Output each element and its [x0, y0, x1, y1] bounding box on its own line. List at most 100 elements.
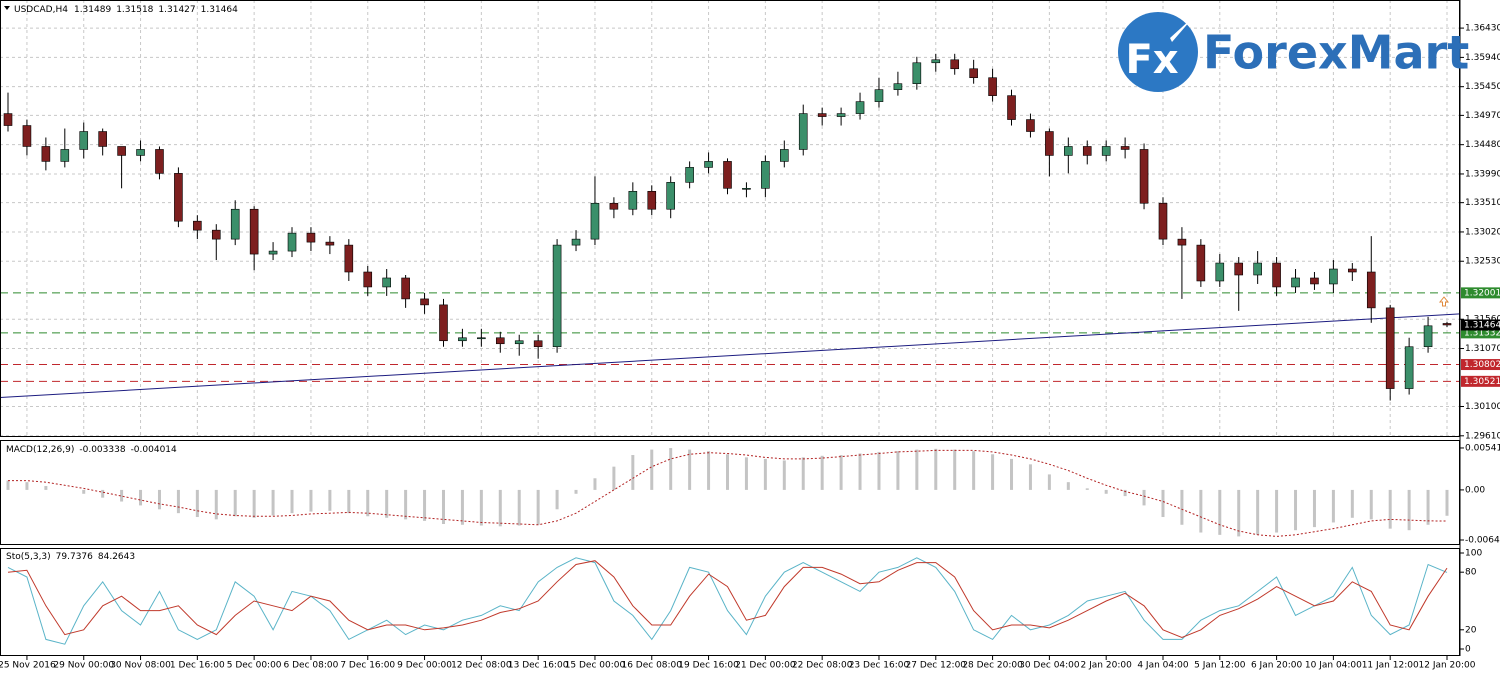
macd-bar	[801, 457, 805, 490]
macd-bar	[1104, 489, 1108, 494]
macd-bar	[991, 454, 995, 490]
macd-bar	[839, 455, 843, 490]
candle-body	[1045, 131, 1054, 156]
macd-bar	[707, 451, 711, 490]
macd-bar	[536, 489, 540, 525]
logo: Fx ForexMart	[1118, 12, 1469, 92]
y-tick-label: 20	[1465, 625, 1477, 635]
last-price-label: 1.31464	[1464, 320, 1500, 330]
macd-bar	[1218, 489, 1222, 535]
macd-bar	[44, 486, 48, 490]
chart-header: USDCAD,H4 1.31489 1.31518 1.31427 1.31464	[14, 5, 238, 15]
macd-bar	[631, 455, 635, 490]
candle-body	[552, 244, 562, 348]
candle-body	[420, 298, 429, 306]
x-tick-label: 6 Dec 08:00	[284, 661, 339, 671]
macd-bar	[498, 489, 502, 527]
macd-signal-last: -0.004014	[131, 445, 177, 455]
candle-body	[363, 271, 373, 288]
candle-body	[1139, 149, 1149, 204]
x-tick-label: 30 Nov 08:00	[110, 661, 171, 671]
macd-bar	[877, 451, 881, 490]
stoch-main-line	[7, 557, 1448, 645]
menu-arrow[interactable]	[4, 6, 10, 10]
level-label: 1.32001	[1464, 288, 1500, 298]
macd-bar	[271, 489, 275, 516]
macd-bar	[1180, 489, 1184, 525]
candle-body	[571, 238, 581, 246]
header-high: 1.31518	[116, 5, 153, 15]
macd-header: MACD(12,26,9) -0.003338 -0.004014	[6, 445, 177, 455]
macd-panel	[6, 448, 1449, 537]
candle-body	[174, 173, 183, 222]
macd-bar	[214, 489, 218, 520]
macd-bar	[1047, 474, 1051, 490]
candle-body	[193, 220, 202, 231]
candle-body	[1101, 146, 1111, 156]
x-tick-label: 27 Dec 12:00	[906, 661, 967, 671]
x-tick-label: 19 Dec 16:00	[678, 661, 739, 671]
macd-bar	[252, 489, 256, 518]
macd-bar	[1237, 489, 1241, 537]
candle-body	[382, 277, 391, 288]
candle-body	[704, 161, 713, 168]
stoch-title: Sto(5,3,3)	[6, 552, 51, 562]
macd-bar	[1312, 489, 1316, 528]
y-tick-label: 1.33510	[1465, 198, 1500, 208]
level-tag	[1461, 375, 1500, 387]
macd-bar	[1066, 482, 1070, 490]
macd-bar	[460, 489, 464, 525]
candle-body	[287, 232, 297, 252]
y-tick-label: 0.005412	[1465, 443, 1500, 453]
level-label: 1.30521	[1464, 377, 1500, 387]
macd-bar	[101, 489, 105, 498]
macd-bar	[972, 451, 976, 490]
price-panel	[0, 0, 1461, 437]
macd-bar	[1085, 488, 1089, 490]
candle-body	[1291, 277, 1300, 288]
candle-body	[325, 241, 335, 246]
macd-bar	[1294, 489, 1298, 531]
y-tick-label: 1.34480	[1465, 140, 1500, 150]
y-tick-label: -0.006463	[1465, 535, 1500, 545]
macd-bar	[555, 489, 559, 510]
macd-bar	[1256, 489, 1260, 535]
macd-bar	[82, 489, 86, 494]
candle-body	[136, 149, 145, 156]
header-open: 1.31489	[74, 5, 111, 15]
y-tick-label: 0.00	[1465, 485, 1485, 495]
header-close: 1.31464	[201, 5, 238, 15]
macd-bar	[1123, 489, 1127, 497]
x-tick-label: 9 Dec 00:00	[397, 661, 452, 671]
macd-bar	[176, 489, 180, 514]
macd-bar	[1407, 489, 1411, 531]
candle-body	[439, 304, 448, 342]
macd-bar	[1199, 489, 1203, 533]
candle-body	[60, 149, 70, 162]
logo-arrow	[1170, 12, 1198, 42]
macd-title: MACD(12,26,9)	[6, 445, 74, 455]
macd-bar	[6, 480, 10, 490]
candle-body	[742, 188, 751, 190]
macd-bar	[820, 455, 824, 490]
candle-body	[211, 229, 221, 240]
macd-bar	[744, 457, 748, 490]
candle-body	[1215, 262, 1225, 282]
candle-body	[268, 250, 278, 255]
candle-body	[1007, 95, 1016, 120]
level-tag	[1461, 327, 1500, 339]
y-tick-label: 1.33020	[1465, 227, 1500, 237]
macd-bar	[517, 489, 521, 526]
level-label: 1.31332	[1464, 328, 1500, 338]
candle-body	[969, 68, 978, 79]
macd-signal-line	[8, 449, 1448, 537]
candle-body	[836, 113, 846, 117]
x-tick-label: 28 Dec 20:00	[962, 661, 1023, 671]
candle-body	[1196, 244, 1206, 282]
macd-bar	[1010, 458, 1014, 490]
candle-body	[1366, 271, 1376, 309]
y-tick-label: 1.36430	[1465, 24, 1500, 34]
stochastic-panel	[7, 557, 1448, 645]
x-tick-label: 16 Dec 08:00	[621, 661, 682, 671]
